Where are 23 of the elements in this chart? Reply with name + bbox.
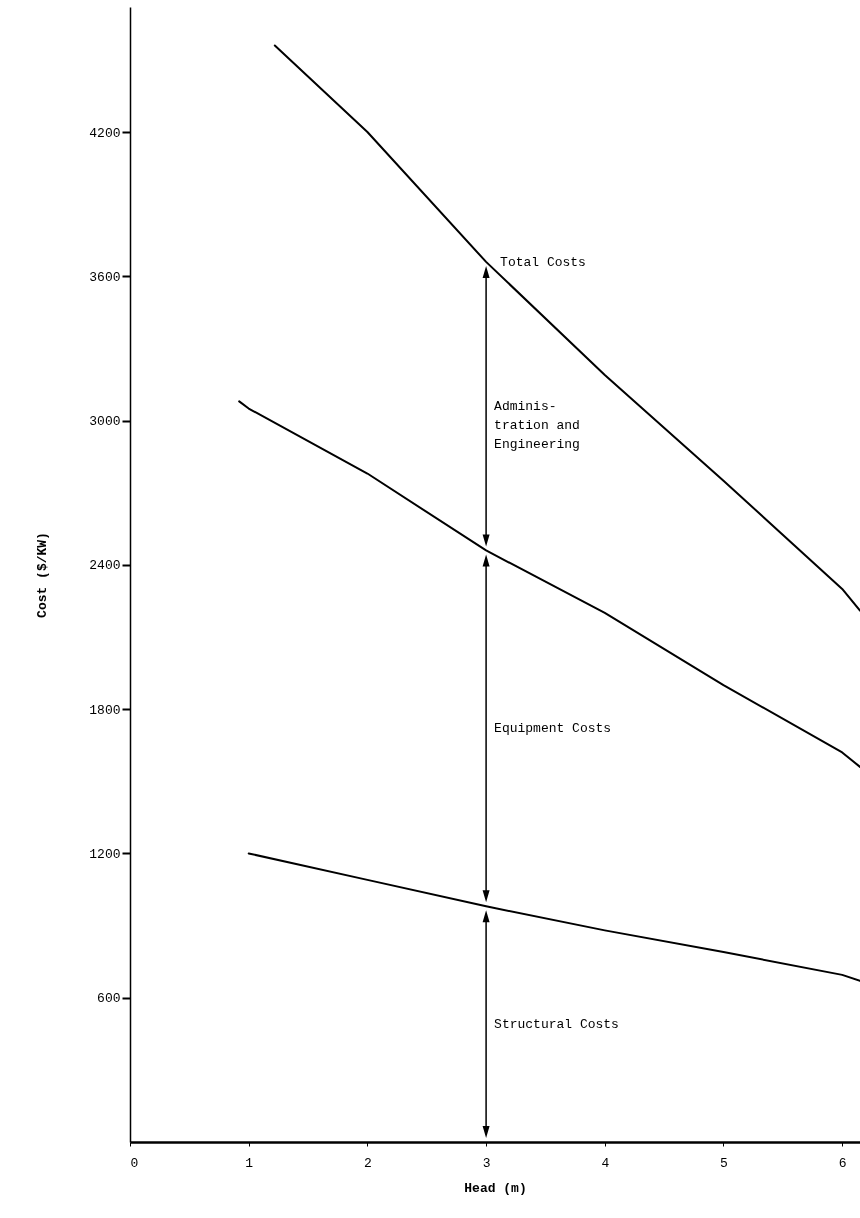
y-tick-label: 4200 [89,125,121,141]
annotation: Total Costs [500,254,586,270]
y-tick-label: 600 [97,991,121,1007]
line-series [247,852,860,982]
y-tick-label: 1800 [89,702,121,718]
x-tick-label: 4 [601,1155,610,1171]
y-tick-label: 1200 [89,846,121,862]
line-series [238,400,860,768]
x-tick-label: 3 [482,1155,491,1171]
y-tick-label: 2400 [89,558,121,574]
annotation: Structural Costs [494,1017,619,1033]
x-tick-label: 0 [130,1155,139,1171]
x-axis-title: Head (m) [464,1180,527,1196]
y-tick-label: 3600 [89,269,121,285]
x-tick-label: 1 [245,1155,254,1171]
x-tick-label: 5 [720,1155,728,1171]
y-tick-label: 3000 [89,414,121,430]
x-tick-label: 2 [363,1155,372,1171]
annotation: Adminis- tration and Engineering [494,399,580,453]
annotation: Equipment Costs [494,721,612,737]
line-series [273,44,860,612]
y-axis-title: Cost ($/KW) [35,532,51,618]
x-tick-label: 6 [838,1155,847,1171]
